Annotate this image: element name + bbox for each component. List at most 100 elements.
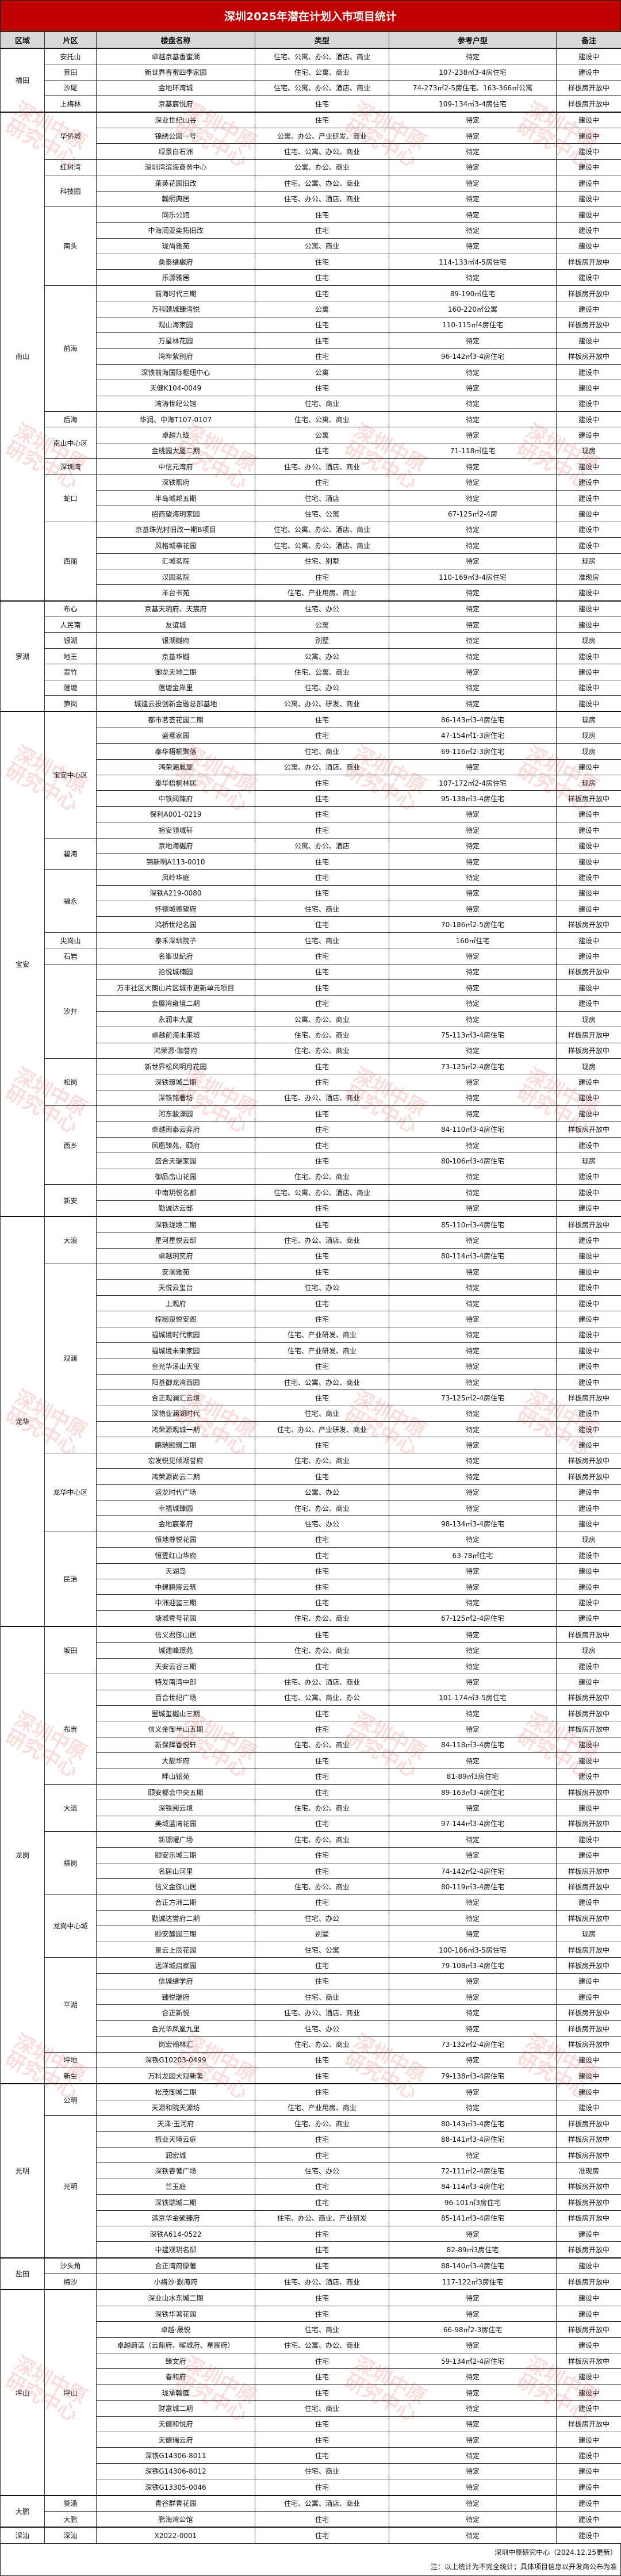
area-cell: 科技园 (45, 175, 97, 207)
area-cell: 蛇口 (45, 474, 97, 522)
project-type: 住宅 (255, 1200, 389, 1216)
project-type: 住宅、办公、酒店、商业 (255, 1233, 389, 1248)
district-cell: 龙岗 (1, 1626, 45, 2084)
project-layout: 66-98㎡2-3房住宅 (389, 2322, 557, 2337)
project-type: 住宅、公寓、酒店、商业 (255, 2495, 389, 2512)
project-type: 住宅 (255, 1973, 389, 1989)
project-name: 天湖岛 (97, 1563, 255, 1579)
project-layout: 待定 (389, 822, 557, 838)
project-type: 住宅、公寓、办公、酒店、商业 (255, 80, 389, 95)
project-layout: 89-190㎡住宅 (389, 285, 557, 301)
project-status: 样板房开放中 (557, 80, 621, 95)
project-name: 金光华凤凰九里 (97, 2020, 255, 2036)
project-name: 福城境时代家园 (97, 1327, 255, 1342)
project-type: 住宅 (255, 333, 389, 349)
project-type: 住宅 (255, 2479, 389, 2495)
project-layout: 待定 (389, 2432, 557, 2447)
project-status: 现房 (557, 744, 621, 759)
project-status: 建设中 (557, 1374, 621, 1390)
project-name: 深铁璟城二期 (97, 1074, 255, 1090)
project-name: 京地海樾府 (97, 838, 255, 853)
table-row: 深圳湾中信元湾府住宅、办公、酒店、商业待定建设中 (1, 459, 621, 474)
area-cell: 上梅林 (45, 96, 97, 112)
project-layout: 107-172㎡2-4房住宅 (389, 775, 557, 790)
project-name: 盛意家园 (97, 728, 255, 743)
project-layout: 74-142㎡2-4房住宅 (389, 1863, 557, 1878)
table-row: 布吉特发南湾中部住宅、办公、酒店、商业待定建设中 (1, 1674, 621, 1690)
table-row: 福永凤岭华庭住宅待定建设中 (1, 870, 621, 885)
project-type: 住宅、公寓、办公、商业 (255, 144, 389, 159)
project-status: 建设中 (557, 822, 621, 838)
project-status: 建设中 (557, 1610, 621, 1626)
project-status: 建设中 (557, 1137, 621, 1153)
project-layout: 110-115㎡4房住宅 (389, 317, 557, 332)
project-name: 信城缙学府 (97, 1973, 255, 1989)
project-name: X2022-0001 (97, 2527, 255, 2543)
project-name: 深铁瑞城二期 (97, 2195, 255, 2210)
source-note: 深圳中原研究中心（2024.12.25更新） (1, 2546, 617, 2560)
project-layout: 待定 (389, 1721, 557, 1737)
project-layout: 待定 (389, 2290, 557, 2306)
project-name: 湾涛世纪公馆 (97, 396, 255, 411)
project-type: 住宅、商业 (255, 396, 389, 411)
table-row: 莲塘莲塘金岸里住宅、办公待定建设中 (1, 680, 621, 695)
project-name: 中信元湾府 (97, 459, 255, 474)
project-type: 公寓、办公、酒店 (255, 838, 389, 853)
project-status: 样板房开放中 (557, 1942, 621, 1957)
project-type: 住宅 (255, 1847, 389, 1863)
project-status: 建设中 (557, 191, 621, 206)
project-layout: 待定 (389, 427, 557, 443)
project-name: 大靓华府 (97, 1753, 255, 1769)
project-type: 住宅、办公、商业 (255, 1043, 389, 1058)
table-row: 大鹏鹏海湾公馆住宅待定建设中 (1, 2511, 621, 2527)
project-name: 莲塘金岸里 (97, 680, 255, 695)
project-layout: 待定 (389, 270, 557, 285)
project-name: 福城境未来家园 (97, 1343, 255, 1358)
project-layout: 73-132㎡2-4房住宅 (389, 2037, 557, 2052)
area-cell: 沙尾 (45, 80, 97, 95)
page-title: 深圳2025年潜在计划入市项目统计 (0, 0, 621, 32)
project-type: 住宅、办公、商业 (255, 1027, 389, 1043)
project-type: 住宅 (255, 885, 389, 901)
project-layout: 75-113㎡3-4房住宅 (389, 1027, 557, 1043)
project-layout: 待定 (389, 1894, 557, 1910)
project-status: 建设中 (557, 1595, 621, 1610)
project-name: 汇城茗院 (97, 553, 255, 569)
project-name: 京基华樾 (97, 648, 255, 664)
project-name: 中铁阅臻府 (97, 791, 255, 806)
project-name: 勤诚达誉府二期 (97, 1911, 255, 1926)
project-status: 建设中 (557, 1358, 621, 1374)
project-name: 振业天境云庭 (97, 2131, 255, 2147)
project-status: 建设中 (557, 522, 621, 537)
project-type: 公寓 (255, 364, 389, 380)
project-status: 样板房开放中 (557, 1469, 621, 1484)
project-layout: 待定 (389, 112, 557, 128)
project-status: 建设中 (557, 270, 621, 285)
project-type: 住宅 (255, 1248, 389, 1264)
project-type: 住宅 (255, 1358, 389, 1374)
project-layout: 待定 (389, 1090, 557, 1105)
project-name: 岗宏翰林汇 (97, 2037, 255, 2052)
header-area: 片区 (45, 32, 97, 49)
project-name: 小梅沙·觐海府 (97, 2274, 255, 2290)
project-type: 住宅 (255, 1894, 389, 1910)
project-type: 住宅、办公 (255, 680, 389, 695)
project-status: 建设中 (557, 838, 621, 853)
district-cell: 盐田 (1, 2258, 45, 2290)
project-layout: 待定 (389, 2020, 557, 2036)
area-cell: 布吉 (45, 1674, 97, 1785)
project-type: 住宅 (255, 474, 389, 490)
project-type: 住宅、公寓、商业 (255, 664, 389, 680)
project-layout: 待定 (389, 459, 557, 474)
project-status: 建设中 (557, 2306, 621, 2321)
project-name: 深圳湾滨海商务中心 (97, 159, 255, 175)
project-type: 住宅、商业 (255, 1989, 389, 2005)
project-name: 金地环湾城 (97, 80, 255, 95)
project-status: 样板房开放中 (557, 1453, 621, 1468)
project-layout: 84-114㎡3-4房住宅 (389, 2179, 557, 2194)
project-status: 建设中 (557, 996, 621, 1011)
project-status: 样板房开放中 (557, 1122, 621, 1137)
